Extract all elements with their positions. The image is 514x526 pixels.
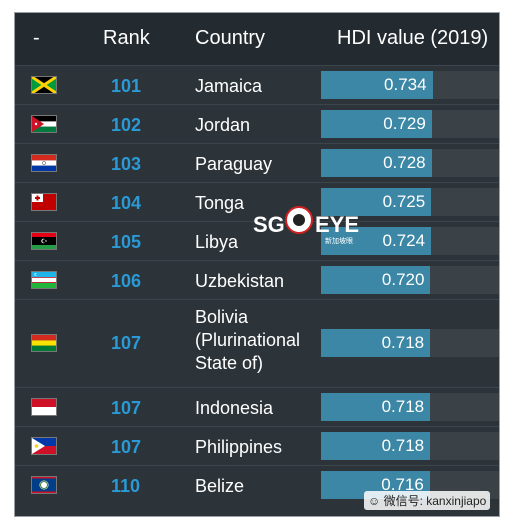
paraguay-flag-icon [31,154,57,172]
country-cell: Libya [195,232,239,252]
hdi-cell: 0.725 [321,188,499,216]
table-row: 107 Indonesia 0.718 [15,387,499,426]
indonesia-flag-icon [31,398,57,416]
hdi-bar: 0.728 [321,149,432,177]
eye-logo-icon [285,206,313,234]
country-cell: Tonga [195,193,245,213]
belize-flag-icon [31,476,57,494]
watermark-sub: 新加坡眼 [325,238,353,245]
watermark-eye: EYE [315,212,360,237]
country-cell: Jordan [195,115,251,135]
libya-flag-icon [31,232,57,250]
hdi-cell: 0.720 [321,266,499,294]
table-row: 102 Jordan 0.729 [15,104,499,143]
table-row: 101 Jamaica 0.734 [15,65,499,104]
rank-cell: 102 [111,115,142,135]
header-country[interactable]: Country [195,27,266,49]
wechat-watermark: ☺ 微信号: kanxinjiapo [364,491,491,510]
hdi-bar: 0.734 [321,71,433,99]
hdi-cell: 0.718 [321,329,499,357]
watermark-sg: SG [253,212,285,237]
country-cell: Belize [195,476,245,496]
rank-cell: 101 [111,76,142,96]
country-cell: Jamaica [195,76,263,96]
wechat-id: 微信号: kanxinjiapo [383,494,487,508]
rank-cell: 106 [111,271,142,291]
hdi-bar: 0.718 [321,329,431,357]
table-row: 107 Bolivia (Plurinational State of) 0.7… [15,299,499,387]
wechat-icon: ☺ [368,494,384,508]
hdi-bar: 0.729 [321,110,432,138]
table-row: 104 Tonga 0.725 [15,182,499,221]
rank-cell: 104 [111,193,142,213]
hdi-cell: 0.724 [321,227,499,255]
hdi-bar: 0.718 [321,393,431,421]
jamaica-flag-icon [31,76,57,94]
hdi-cell: 0.734 [321,71,499,99]
hdi-bar: 0.724 [321,227,432,255]
jordan-flag-icon [31,115,57,133]
rank-cell: 107 [111,437,142,457]
country-cell: Paraguay [195,154,273,174]
bolivia-flag-icon [31,334,57,352]
table-row: 107 Philippines 0.718 [15,426,499,465]
country-cell: Philippines [195,437,283,457]
header-rank[interactable]: Rank [103,27,150,49]
country-cell: Uzbekistan [195,271,285,291]
rank-cell: 107 [111,333,142,353]
hdi-cell: 0.729 [321,110,499,138]
sgeye-watermark: SG EYE 新加坡眼 [253,206,381,246]
table-header: - Rank Country HDI value (2019) [15,13,499,65]
country-cell: Bolivia (Plurinational State of) [195,307,301,373]
hdi-cell: 0.718 [321,393,499,421]
hdi-bar: 0.720 [321,266,431,294]
table-row: 103 Paraguay 0.728 [15,143,499,182]
philippines-flag-icon [31,437,57,455]
country-cell: Indonesia [195,398,274,418]
hdi-table: - Rank Country HDI value (2019) 101 Jama… [14,12,500,517]
header-hdi[interactable]: HDI value (2019) [337,27,489,49]
hdi-bar: 0.725 [321,188,432,216]
uzbekistan-flag-icon [31,271,57,289]
rank-cell: 107 [111,398,142,418]
table-row: 105 Libya 0.724 [15,221,499,260]
table-row: 106 Uzbekistan 0.720 [15,260,499,299]
header-flag: - [33,27,40,49]
hdi-cell: 0.728 [321,149,499,177]
rank-cell: 103 [111,154,142,174]
hdi-cell: 0.718 [321,432,499,460]
rank-cell: 105 [111,232,142,252]
tonga-flag-icon [31,193,57,211]
hdi-bar: 0.718 [321,432,431,460]
rank-cell: 110 [111,476,141,496]
